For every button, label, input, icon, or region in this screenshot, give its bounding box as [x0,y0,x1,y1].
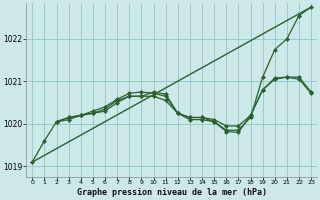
X-axis label: Graphe pression niveau de la mer (hPa): Graphe pression niveau de la mer (hPa) [77,188,267,197]
